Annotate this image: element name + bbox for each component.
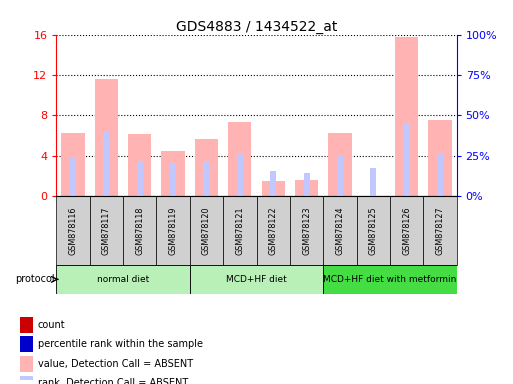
Bar — [337, 156, 343, 196]
Bar — [20, 336, 33, 352]
FancyBboxPatch shape — [323, 196, 357, 265]
Text: value, Detection Call = ABSENT: value, Detection Call = ABSENT — [38, 359, 193, 369]
FancyBboxPatch shape — [190, 265, 323, 294]
FancyBboxPatch shape — [256, 196, 290, 265]
Text: GSM878116: GSM878116 — [69, 206, 77, 255]
Bar — [62, 133, 85, 196]
Text: MCD+HF diet with metformin: MCD+HF diet with metformin — [323, 275, 457, 284]
Text: GSM878123: GSM878123 — [302, 206, 311, 255]
Bar — [204, 161, 209, 196]
Text: normal diet: normal diet — [97, 275, 149, 284]
Bar — [170, 162, 176, 196]
FancyBboxPatch shape — [56, 265, 190, 294]
Text: MCD+HF diet: MCD+HF diet — [226, 275, 287, 284]
Text: protocol: protocol — [15, 274, 55, 285]
Bar — [370, 167, 376, 196]
Bar — [270, 170, 276, 196]
Text: GSM878118: GSM878118 — [135, 206, 144, 255]
Bar — [404, 123, 409, 196]
Bar — [295, 180, 318, 196]
Bar — [20, 317, 33, 333]
Bar — [104, 131, 109, 196]
FancyBboxPatch shape — [323, 265, 457, 294]
Text: rank, Detection Call = ABSENT: rank, Detection Call = ABSENT — [38, 378, 188, 384]
Bar — [95, 79, 118, 196]
Bar — [395, 36, 418, 196]
Bar — [304, 173, 309, 196]
Bar — [20, 376, 33, 384]
FancyBboxPatch shape — [190, 196, 223, 265]
Text: GSM878126: GSM878126 — [402, 206, 411, 255]
FancyBboxPatch shape — [390, 196, 423, 265]
Text: GSM878117: GSM878117 — [102, 206, 111, 255]
Bar — [228, 122, 251, 196]
Bar — [428, 120, 451, 196]
FancyBboxPatch shape — [56, 196, 90, 265]
Bar — [128, 134, 151, 196]
Text: GSM878127: GSM878127 — [436, 206, 444, 255]
Text: GSM878122: GSM878122 — [269, 206, 278, 255]
Text: count: count — [38, 319, 66, 330]
FancyBboxPatch shape — [423, 196, 457, 265]
Bar — [70, 157, 76, 196]
Bar — [20, 356, 33, 372]
Bar — [328, 133, 351, 196]
FancyBboxPatch shape — [156, 196, 190, 265]
Text: GSM878124: GSM878124 — [336, 206, 344, 255]
FancyBboxPatch shape — [290, 196, 323, 265]
FancyBboxPatch shape — [123, 196, 156, 265]
Text: GSM878121: GSM878121 — [235, 206, 244, 255]
Text: GSM878119: GSM878119 — [169, 206, 177, 255]
Bar — [195, 139, 218, 196]
Text: GSM878125: GSM878125 — [369, 206, 378, 255]
FancyBboxPatch shape — [90, 196, 123, 265]
Bar — [162, 152, 185, 196]
Bar — [237, 154, 243, 196]
Title: GDS4883 / 1434522_at: GDS4883 / 1434522_at — [176, 20, 337, 33]
Text: percentile rank within the sample: percentile rank within the sample — [38, 339, 203, 349]
Bar — [437, 154, 443, 196]
FancyBboxPatch shape — [357, 196, 390, 265]
Text: GSM878120: GSM878120 — [202, 206, 211, 255]
FancyBboxPatch shape — [223, 196, 256, 265]
Bar — [137, 161, 143, 196]
Bar — [262, 181, 285, 196]
